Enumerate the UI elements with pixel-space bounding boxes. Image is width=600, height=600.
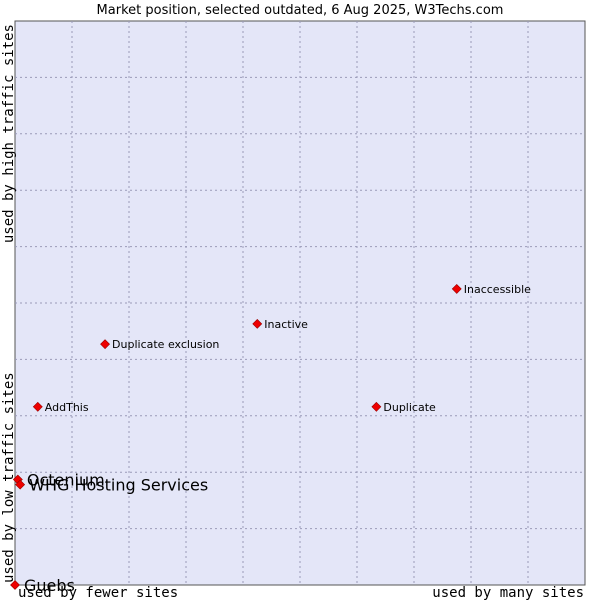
data-point-marker: [10, 580, 20, 590]
data-point-label: WHG Hosting Services: [29, 476, 208, 495]
y-axis-label-high: used by high traffic sites: [1, 24, 17, 243]
x-axis-label-left: used by fewer sites: [18, 585, 178, 600]
data-point: Inactive: [252, 318, 308, 331]
data-point: AddThis: [32, 401, 89, 414]
data-point-marker: [32, 401, 43, 412]
data-point: Duplicate: [371, 401, 436, 414]
data-point: Inaccessible: [451, 283, 531, 296]
data-point-marker: [100, 339, 110, 350]
y-axis-label-low: used by low traffic sites: [1, 372, 17, 583]
data-point-label: Duplicate: [383, 401, 436, 414]
x-axis-label-right: used by many sites: [432, 585, 584, 600]
data-point-marker: [15, 479, 26, 490]
data-point-label: Octenium: [27, 471, 105, 490]
plot-area: [14, 20, 586, 586]
data-point-label: Duplicate exclusion: [112, 338, 219, 351]
data-point-label: Inactive: [264, 318, 308, 331]
chart-title: Market position, selected outdated, 6 Au…: [97, 3, 504, 18]
data-point-label: AddThis: [45, 401, 89, 414]
data-point-label: Inaccessible: [464, 283, 531, 296]
data-point-marker: [451, 283, 462, 294]
grid-lines: [15, 21, 585, 585]
data-point: WHG Hosting Services: [15, 476, 208, 495]
data-points: Inaccessible Inactive Duplicate exclusion A…: [10, 283, 531, 595]
data-point: Guebs: [10, 576, 75, 595]
data-point-label: Guebs: [24, 576, 75, 595]
data-point: Duplicate exclusion: [100, 338, 219, 351]
data-point-marker: [252, 318, 263, 329]
data-point-marker: [371, 401, 382, 412]
